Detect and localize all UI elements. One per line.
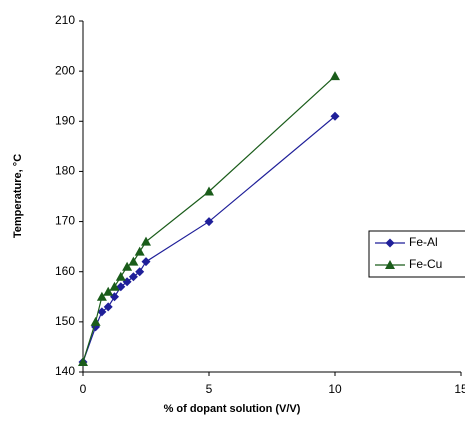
triangle-marker	[90, 316, 101, 326]
y-tick-label: 210	[55, 13, 75, 27]
triangle-marker	[128, 256, 139, 266]
x-tick-label: 10	[328, 382, 342, 396]
diamond-marker	[385, 238, 395, 248]
triangle-marker	[204, 186, 214, 196]
triangle-marker	[103, 286, 114, 296]
triangle-marker	[122, 261, 133, 271]
triangle-marker	[109, 281, 120, 291]
triangle-marker	[134, 246, 145, 256]
x-tick-label: 0	[80, 382, 87, 396]
diamond-marker	[330, 111, 340, 121]
legend-label: Fe-Al	[409, 235, 438, 249]
diamond-marker	[204, 217, 214, 227]
y-tick-label: 150	[55, 314, 75, 328]
legend-box	[368, 230, 465, 278]
diamond-marker	[135, 267, 145, 277]
triangle-marker	[330, 71, 340, 81]
y-tick-label: 140	[55, 364, 75, 378]
x-axis-title: % of dopant solution (V/V)	[164, 403, 301, 415]
series-line	[82, 75, 336, 363]
y-tick-label: 200	[55, 63, 75, 77]
triangle-marker	[78, 356, 88, 366]
diamond-marker	[97, 307, 107, 317]
diamond-marker	[103, 302, 113, 312]
x-tick-label: 15	[454, 382, 465, 396]
diamond-marker	[128, 272, 138, 282]
x-tick-label: 5	[206, 382, 213, 396]
legend-label: Fe-Cu	[409, 257, 442, 271]
triangle-marker	[96, 291, 107, 301]
y-tick-label: 190	[55, 113, 75, 127]
diamond-marker	[116, 282, 126, 292]
diamond-marker	[141, 257, 151, 267]
triangle-marker	[141, 236, 151, 246]
triangle-marker	[385, 260, 395, 269]
triangle-marker	[115, 271, 126, 281]
y-tick-label: 160	[55, 264, 75, 278]
y-tick-label: 170	[55, 214, 75, 228]
y-tick-label: 180	[55, 164, 75, 178]
series-line	[82, 115, 336, 363]
y-axis-title: Temperature, °C	[12, 154, 24, 238]
